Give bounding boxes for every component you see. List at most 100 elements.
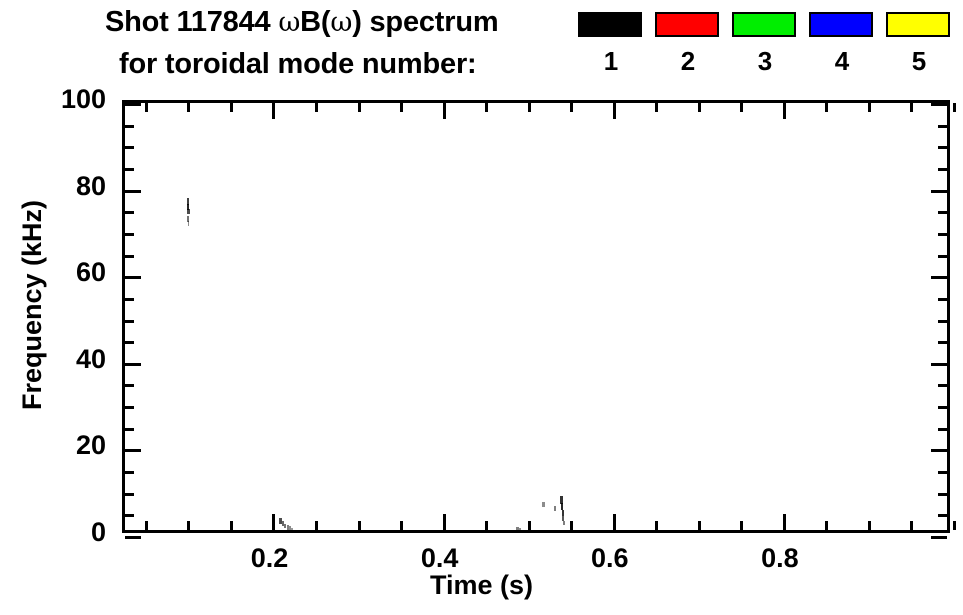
- xtick-bottom-0.5: [527, 521, 531, 530]
- xtick-bottom-0.35: [400, 521, 404, 530]
- ytick-right-100: [931, 103, 947, 106]
- xtick-top-0.45: [485, 103, 489, 112]
- xtick-bottom-0.15: [229, 521, 233, 530]
- ytick-right-0: [931, 536, 947, 539]
- xtick-top-0.05: [144, 103, 148, 112]
- yticklabel-20: 20: [75, 430, 106, 461]
- xtick-top-0.5: [527, 103, 531, 112]
- ytick-left-35: [125, 384, 134, 388]
- data-mark-mode-1-10: [291, 527, 294, 530]
- data-mark-mode-1-4: [187, 221, 190, 227]
- yticklabel-60: 60: [75, 257, 106, 288]
- legend-label-mode-3: 3: [757, 46, 773, 76]
- legend-swatch-mode-5: [886, 12, 950, 37]
- xtick-bottom-0.8: [782, 514, 786, 530]
- ytick-left-45: [125, 341, 134, 345]
- legend: 1 2 3 4 5: [578, 12, 958, 92]
- data-mark-mode-1-18: [562, 515, 565, 522]
- xtick-top-1: [953, 103, 956, 112]
- xtick-top-0.6: [612, 103, 616, 119]
- ytick-right-10: [938, 492, 947, 496]
- xtick-top-0.4: [442, 103, 446, 119]
- data-mark-mode-1-8: [286, 525, 289, 530]
- data-mark-mode-1-1: [187, 203, 190, 210]
- ytick-left-15: [125, 471, 134, 475]
- data-layer: [125, 103, 947, 530]
- data-mark-mode-1-17: [561, 509, 564, 517]
- x-axis-label: Time (s): [429, 570, 534, 600]
- xtick-top-0.1: [187, 103, 191, 112]
- ytick-right-25: [938, 427, 947, 431]
- xtick-top-0.7: [697, 103, 701, 112]
- omega-symbol-1: ω: [278, 7, 301, 38]
- legend-swatch-mode-2: [655, 12, 719, 37]
- xticklabel-0.4: 0.4: [420, 543, 459, 573]
- xtick-bottom-0.55: [570, 521, 574, 530]
- legend-swatch-mode-3: [732, 12, 796, 37]
- xtick-bottom-0.3: [357, 521, 361, 530]
- ytick-left-75: [125, 211, 134, 215]
- legend-entry-mode-5: 5: [886, 12, 952, 74]
- ytick-left-85: [125, 167, 134, 171]
- xticklabel-0.8: 0.8: [761, 543, 799, 573]
- xtick-top-0.8: [782, 103, 786, 119]
- ytick-right-65: [938, 254, 947, 258]
- y-axis-label-wrap: Frequency (kHz): [0, 200, 232, 410]
- ytick-left-50: [125, 319, 134, 323]
- data-mark-mode-1-0: [186, 198, 190, 206]
- xtick-bottom-0.95: [910, 521, 914, 530]
- y-axis-label: Frequency (kHz): [17, 199, 47, 411]
- legend-entry-mode-1: 1: [578, 12, 644, 74]
- ytick-right-30: [938, 406, 947, 410]
- xtick-top-0.25: [315, 103, 319, 112]
- yticklabel-0: 0: [90, 517, 106, 547]
- data-mark-mode-1-14: [553, 505, 556, 511]
- ytick-right-45: [938, 341, 947, 345]
- ytick-right-20: [931, 449, 947, 453]
- ytick-right-80: [931, 189, 947, 193]
- ytick-left-70: [125, 232, 134, 236]
- xtick-bottom-0.05: [144, 521, 148, 530]
- xtick-bottom-0.2: [272, 514, 276, 530]
- title-line-2: for toroidal mode number:: [119, 48, 477, 80]
- xtick-bottom-1: [953, 521, 956, 530]
- ytick-left-10: [125, 492, 134, 496]
- ytick-left-30: [125, 406, 134, 410]
- ytick-right-50: [938, 319, 947, 323]
- legend-swatch-mode-1: [578, 12, 642, 37]
- ytick-right-15: [938, 471, 947, 475]
- ytick-right-60: [931, 276, 947, 280]
- ytick-right-75: [938, 211, 947, 215]
- xtick-bottom-0.6: [612, 514, 616, 530]
- xticklabel-0.2: 0.2: [250, 543, 289, 573]
- plot-frame: [122, 100, 956, 539]
- title-text-suffix: ) spectrum: [352, 6, 499, 38]
- chart-title-block: Shot 117844 ωB(ω) spectrum for toroidal …: [0, 0, 963, 95]
- data-mark-mode-1-5: [279, 518, 282, 525]
- data-mark-mode-1-3: [187, 216, 190, 222]
- xtick-top-0.85: [825, 103, 829, 112]
- ytick-right-55: [938, 297, 947, 301]
- xtick-bottom-0.75: [740, 521, 744, 530]
- xtick-bottom-0.4: [442, 514, 446, 530]
- legend-entry-mode-4: 4: [809, 12, 875, 74]
- data-mark-mode-1-9: [288, 526, 291, 530]
- ytick-right-5: [938, 514, 947, 518]
- xtick-top-0.35: [400, 103, 404, 112]
- legend-label-mode-2: 2: [680, 46, 696, 76]
- title-text-middle: B(: [300, 6, 331, 38]
- ytick-left-0: [125, 536, 141, 539]
- ytick-left-100: [125, 103, 141, 106]
- ytick-left-25: [125, 427, 134, 431]
- data-mark-mode-1-2: [187, 208, 190, 215]
- ytick-left-80: [125, 189, 141, 193]
- data-mark-mode-1-15: [560, 496, 563, 504]
- ytick-left-40: [125, 362, 141, 366]
- data-mark-mode-1-11: [516, 526, 519, 530]
- xtick-bottom-0.7: [697, 521, 701, 530]
- data-mark-mode-1-16: [560, 503, 564, 510]
- xticklabel-0.6: 0.6: [590, 543, 629, 573]
- yticklabel-40: 40: [75, 343, 106, 374]
- ytick-left-65: [125, 254, 134, 258]
- xtick-top-0.55: [570, 103, 574, 112]
